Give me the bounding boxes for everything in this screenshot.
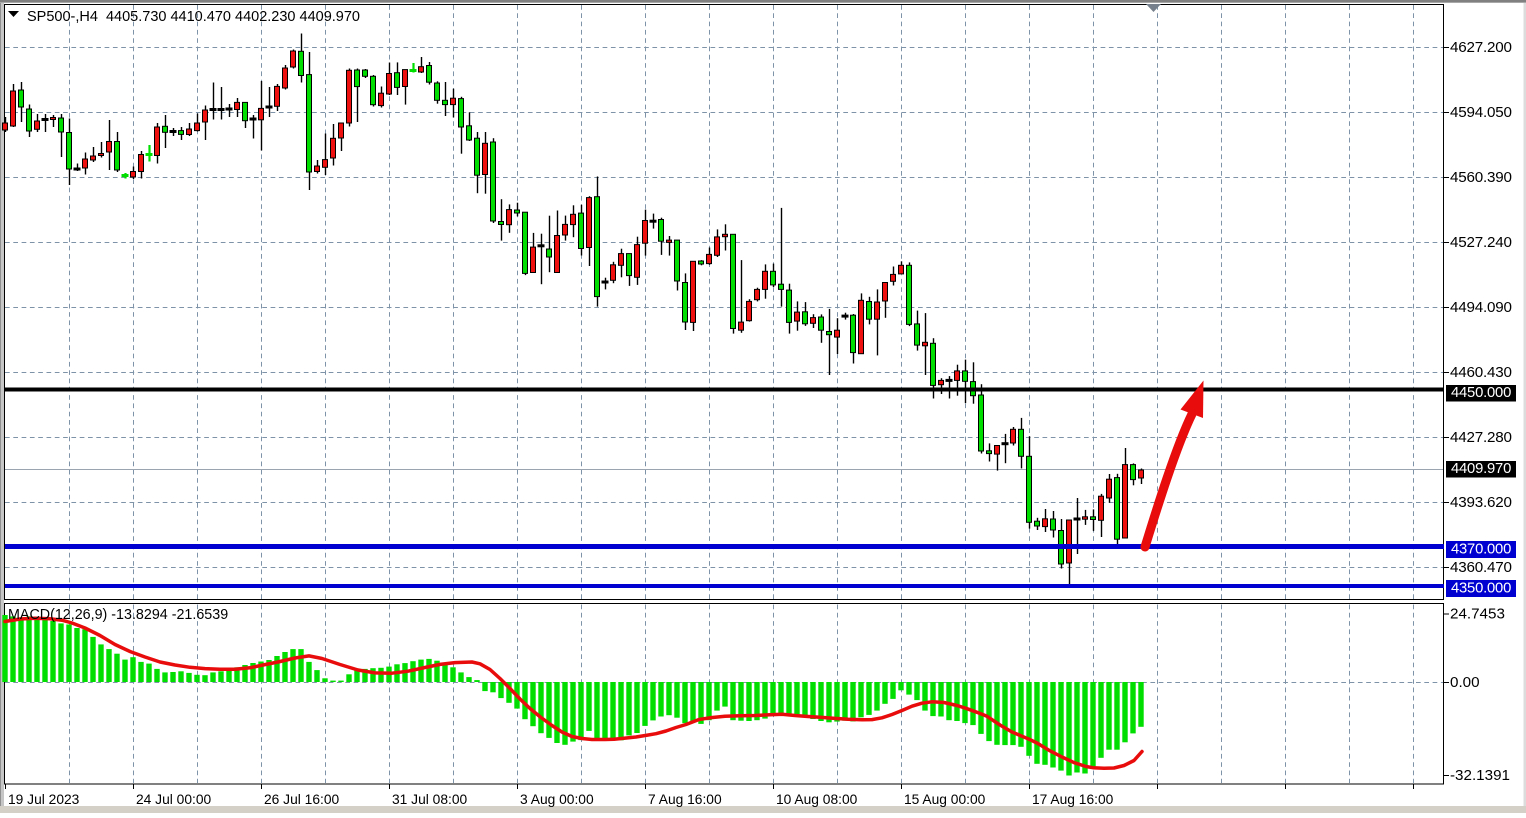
svg-text:0.00: 0.00 (1450, 674, 1480, 691)
svg-text:4427.280: 4427.280 (1450, 429, 1512, 446)
svg-text:4460.430: 4460.430 (1450, 364, 1512, 381)
svg-text:26 Jul 16:00: 26 Jul 16:00 (264, 792, 340, 807)
svg-text:19 Jul 2023: 19 Jul 2023 (8, 792, 80, 807)
svg-text:31 Jul 08:00: 31 Jul 08:00 (392, 792, 468, 807)
svg-text:24.7453: 24.7453 (1450, 606, 1505, 623)
svg-text:3 Aug 00:00: 3 Aug 00:00 (520, 792, 594, 807)
svg-text:4370.000: 4370.000 (1451, 542, 1511, 558)
svg-text:4350.000: 4350.000 (1451, 581, 1511, 597)
svg-text:4360.470: 4360.470 (1450, 559, 1512, 576)
svg-text:MACD(12,26,9) -13.8294 -21.653: MACD(12,26,9) -13.8294 -21.6539 (8, 607, 228, 623)
svg-text:17 Aug 16:00: 17 Aug 16:00 (1032, 792, 1114, 807)
svg-text:-32.1391: -32.1391 (1450, 767, 1510, 784)
svg-text:4627.200: 4627.200 (1450, 39, 1512, 56)
svg-text:SP500-,H4 4405.730 4410.470 4: SP500-,H4 4405.730 4410.470 4402.230 440… (27, 9, 360, 25)
svg-text:4393.620: 4393.620 (1450, 494, 1512, 511)
svg-text:7 Aug 16:00: 7 Aug 16:00 (648, 792, 722, 807)
svg-text:15 Aug 00:00: 15 Aug 00:00 (904, 792, 986, 807)
svg-text:4527.240: 4527.240 (1450, 234, 1512, 251)
svg-text:4409.970: 4409.970 (1451, 461, 1511, 477)
svg-text:4560.390: 4560.390 (1450, 169, 1512, 186)
svg-text:24 Jul 00:00: 24 Jul 00:00 (136, 792, 212, 807)
svg-text:4594.050: 4594.050 (1450, 104, 1512, 121)
svg-text:4450.000: 4450.000 (1451, 385, 1511, 401)
svg-text:4494.090: 4494.090 (1450, 299, 1512, 316)
svg-text:10 Aug 08:00: 10 Aug 08:00 (776, 792, 858, 807)
